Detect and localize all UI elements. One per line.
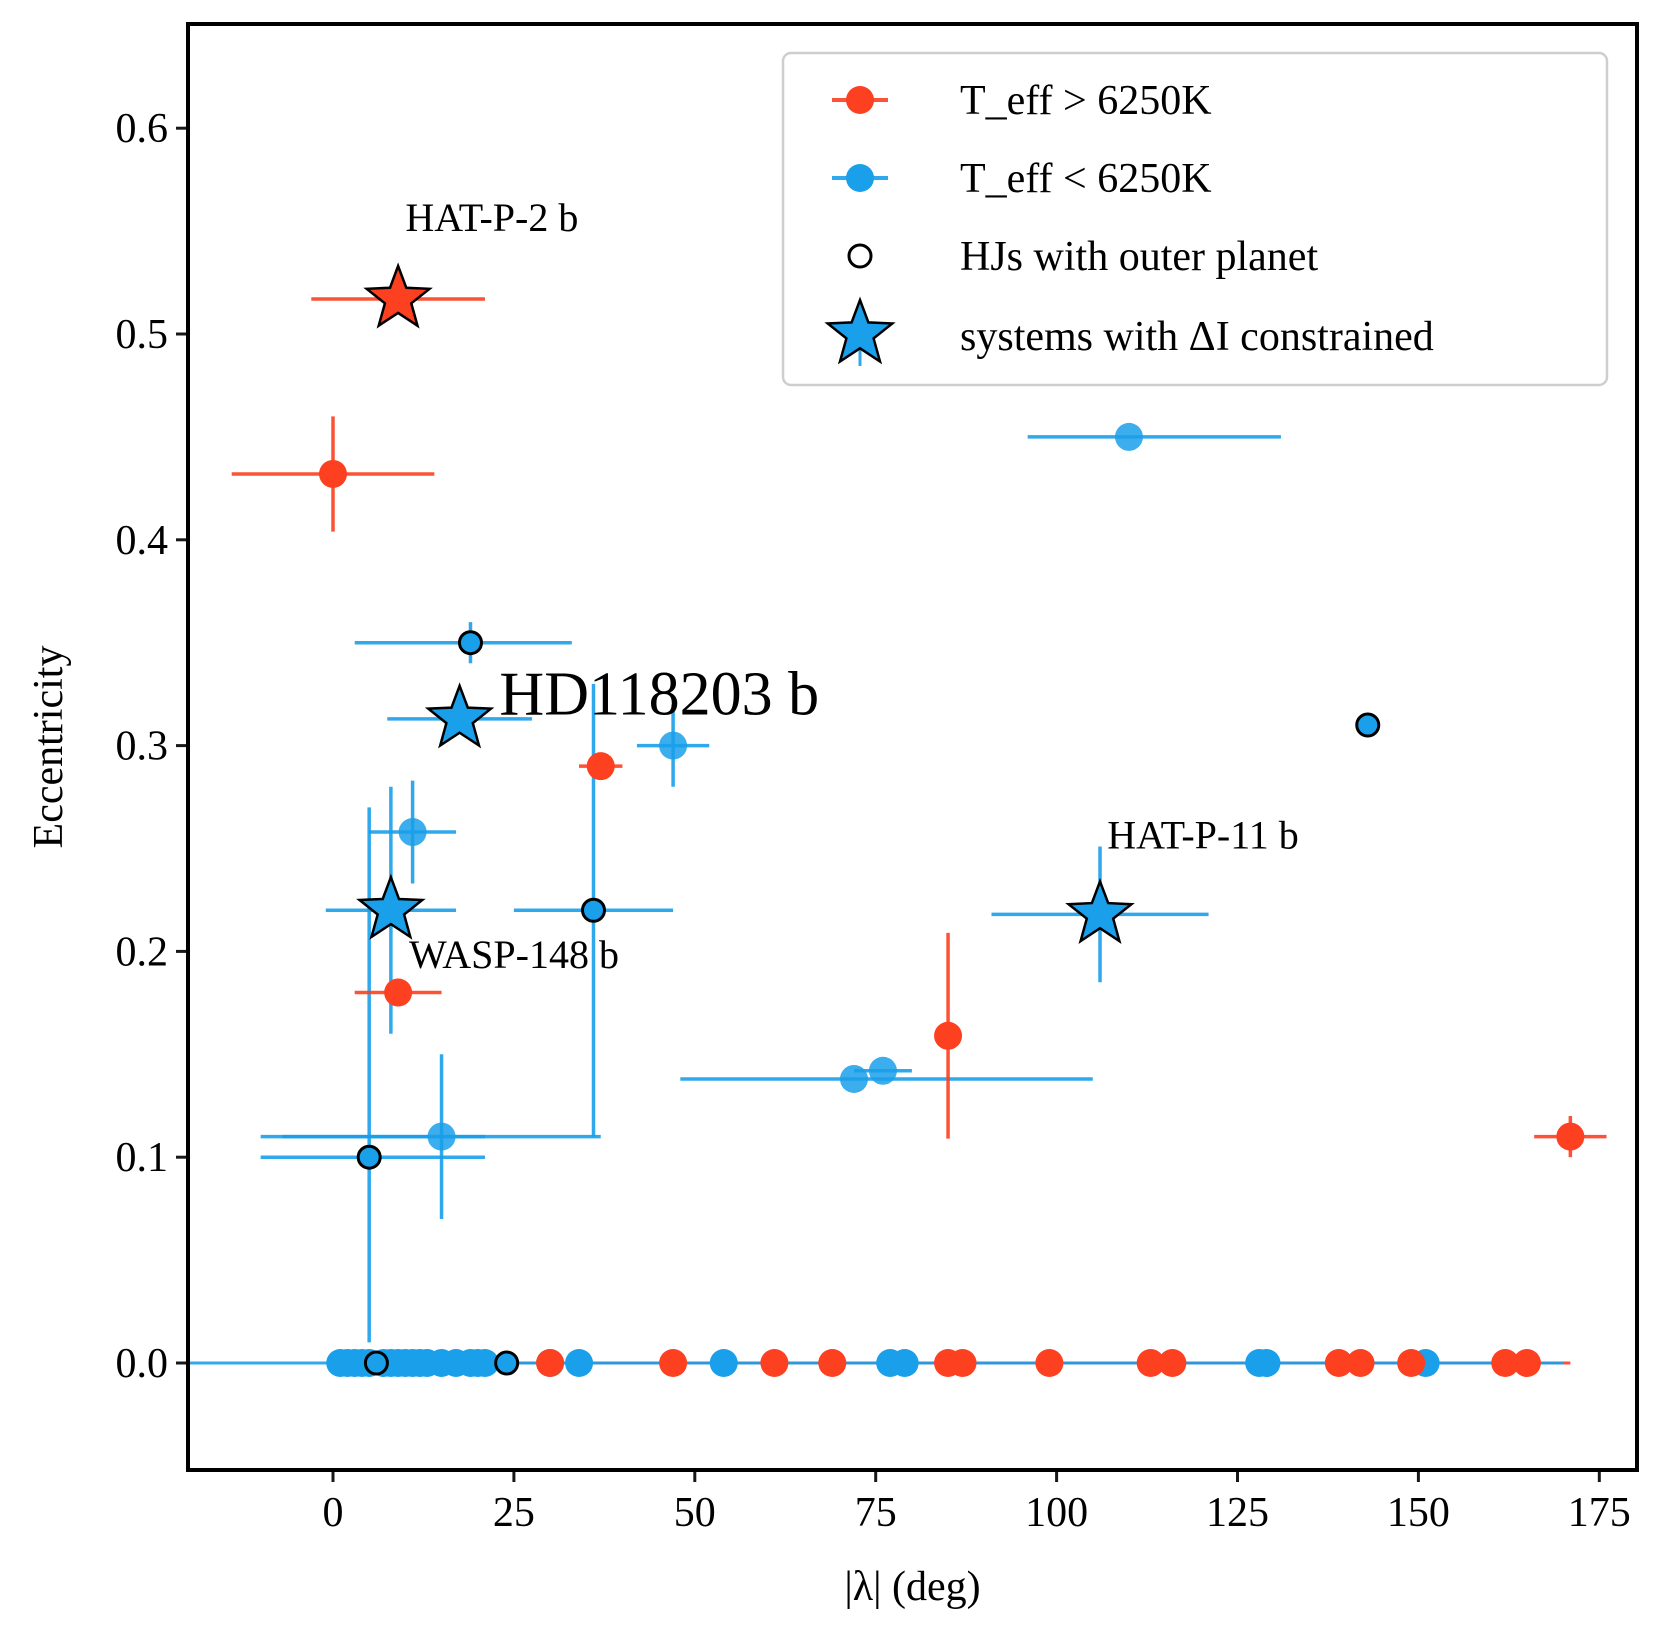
hot-point	[1556, 1122, 1585, 1151]
hot-zero-point	[536, 1349, 565, 1377]
hot-zero-point	[1158, 1349, 1187, 1377]
x-tick-label: 25	[493, 1490, 535, 1536]
cool-zero-point	[565, 1349, 594, 1377]
x-tick-label: 125	[1206, 1490, 1269, 1536]
y-tick-label: 0.3	[116, 724, 169, 770]
hot-point	[319, 459, 347, 488]
hj-outer-planet-point	[363, 1350, 389, 1376]
annotation-label: HAT-P-2 b	[405, 195, 578, 240]
y-tick-label: 0.5	[116, 312, 169, 358]
hot-zero-point	[1136, 1349, 1165, 1377]
legend-box	[781, 51, 1609, 387]
x-tick-label: 50	[674, 1490, 716, 1536]
cool-zero-point	[890, 1349, 919, 1377]
hj-outer-planet-point	[580, 897, 606, 923]
cool-zero-point	[470, 1349, 499, 1377]
legend-label: T_eff < 6250K	[960, 156, 1212, 202]
y-tick-label: 0.0	[116, 1341, 169, 1387]
y-tick-label: 0.6	[116, 106, 169, 152]
y-tick-label: 0.4	[116, 518, 169, 564]
hot-point	[384, 978, 413, 1007]
x-tick-label: 75	[855, 1490, 897, 1536]
x-tick-label: 100	[1025, 1490, 1088, 1536]
hot-zero-point	[948, 1349, 977, 1377]
constrained-star-point	[356, 873, 426, 940]
cool-point	[1114, 422, 1143, 451]
hj-outer-planet-point	[356, 1144, 382, 1170]
y-tick-label: 0.1	[116, 1135, 169, 1181]
hot-zero-point	[818, 1349, 847, 1377]
hot-point-icon	[846, 86, 874, 114]
open-circle-icon	[847, 243, 873, 269]
hot-zero-point	[1035, 1349, 1064, 1377]
y-tick-label: 0.2	[116, 929, 169, 975]
cool-point	[427, 1122, 456, 1151]
hot-zero-point	[659, 1349, 688, 1377]
cool-point	[868, 1056, 897, 1085]
x-tick-label: 150	[1387, 1490, 1450, 1536]
x-tick-label: 0	[323, 1490, 344, 1536]
hot-zero-point	[1397, 1349, 1426, 1377]
y-axis-label: Eccentricity	[26, 646, 72, 849]
annotation-label: HAT-P-11 b	[1107, 813, 1299, 858]
hot-zero-point	[1324, 1349, 1353, 1377]
legend-label: systems with ΔI constrained	[960, 314, 1434, 360]
hot-point	[586, 752, 615, 781]
legend: T_eff > 6250K T_eff < 6250K HJs with outer…	[781, 51, 1609, 387]
hot-zero-point	[1346, 1349, 1375, 1377]
plot-area: HAT-P-2 b HD118203 b HAT-P-11 b WASP-148 b	[188, 195, 1607, 1377]
annotation-label: WASP-148 b	[409, 932, 619, 977]
legend-label: HJs with outer planet	[960, 234, 1318, 280]
cool-zero-point	[709, 1349, 738, 1377]
axes: 0 25 50 75 100 125 150 175 0.0 0.1 0.2 0.3 0.4 0.5 0.6…	[26, 22, 1639, 1610]
constrained-star-point	[363, 262, 433, 329]
hot-point	[934, 1021, 963, 1050]
cool-point	[659, 731, 688, 760]
annotation-label: HD118203 b	[499, 661, 819, 729]
constrained-star-point	[1065, 877, 1135, 944]
hot-zero-point	[760, 1349, 789, 1377]
cool-zero-point	[1252, 1349, 1281, 1377]
hot-zero-point	[1491, 1349, 1520, 1377]
hj-outer-planet-point	[1355, 712, 1381, 738]
x-tick-label: 175	[1568, 1490, 1631, 1536]
cool-point-icon	[846, 164, 874, 192]
x-axis-label: |λ| (deg)	[844, 1564, 980, 1610]
star-icon	[824, 296, 896, 365]
hj-outer-planet-point	[457, 630, 483, 656]
cool-point	[839, 1064, 868, 1093]
cool-point	[398, 818, 427, 847]
hj-outer-planet-point	[494, 1350, 520, 1376]
constrained-star-point	[424, 682, 495, 749]
legend-label: T_eff > 6250K	[960, 78, 1212, 124]
hot-zero-point	[1512, 1349, 1541, 1377]
